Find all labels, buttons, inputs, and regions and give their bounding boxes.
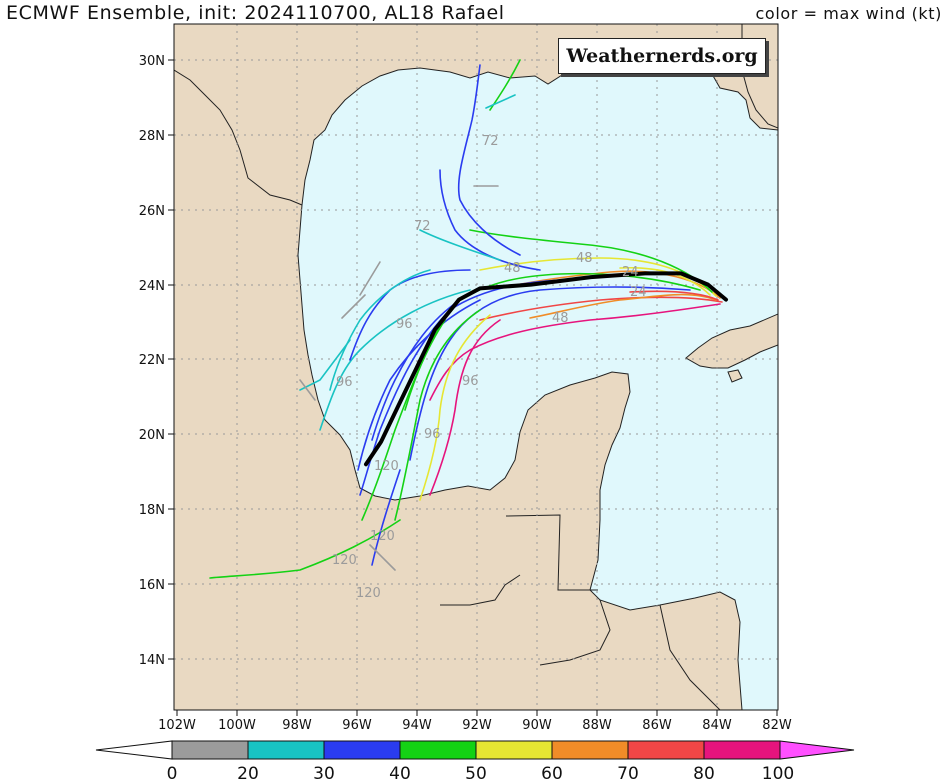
colorbar-label: 30: [313, 764, 335, 783]
time-label: 120: [356, 586, 381, 601]
lat-label: 14N: [139, 653, 165, 668]
lon-label: 88W: [582, 718, 612, 733]
ensemble-track: [371, 299, 461, 441]
lat-label: 18N: [139, 503, 165, 518]
country-borders: [174, 69, 721, 710]
time-label: 48: [552, 311, 569, 326]
lat-label: 28N: [139, 129, 165, 144]
colorbar-swatch: [475, 740, 553, 760]
time-label: 72: [414, 219, 431, 234]
lat-label: 24N: [139, 279, 165, 294]
time-label: 24: [630, 285, 647, 300]
colorbar-swatch: [627, 740, 705, 760]
lon-label: 96W: [342, 718, 372, 733]
ensemble-tracks: [209, 59, 723, 579]
lon-ticks: [176, 710, 778, 716]
colorbar-swatch: [551, 740, 629, 760]
time-label: 120: [370, 529, 395, 544]
colorbar-swatch: [247, 740, 325, 760]
lat-label: 22N: [139, 353, 165, 368]
colorbar-label: 80: [693, 764, 715, 783]
lon-label: 84W: [702, 718, 732, 733]
time-label: 120: [374, 459, 399, 474]
ensemble-track: [299, 379, 316, 401]
ensemble-track: [299, 339, 351, 391]
time-label: 48: [576, 251, 593, 266]
ensemble-mean-track: [364, 271, 728, 467]
colorbar-label: 70: [617, 764, 639, 783]
ensemble-track: [429, 319, 501, 496]
ensemble-track: [419, 229, 501, 261]
lat-label: 16N: [139, 578, 165, 593]
ensemble-track: [359, 261, 381, 296]
lon-label: 92W: [462, 718, 492, 733]
ensemble-track: [369, 544, 396, 571]
time-label: 96: [396, 317, 413, 332]
lon-label: 90W: [522, 718, 552, 733]
ensemble-track: [394, 309, 481, 521]
time-label: 120: [332, 553, 357, 568]
ensemble-track: [485, 94, 516, 109]
time-label: 96: [424, 427, 441, 442]
colorbar-swatch: [399, 740, 477, 760]
lon-label: 82W: [762, 718, 792, 733]
lon-label: 100W: [218, 718, 256, 733]
colorbar: [95, 740, 855, 760]
ensemble-track: [409, 286, 691, 461]
ensemble-track: [479, 296, 723, 321]
watermark: Weathernerds.org: [558, 38, 766, 74]
ensemble-track: [371, 469, 401, 566]
ensemble-track: [209, 519, 401, 579]
time-label: 48: [504, 261, 521, 276]
ensemble-track: [319, 289, 471, 431]
colorbar-label: 60: [541, 764, 563, 783]
colorbar-label: 100: [762, 764, 794, 783]
colorbar-under-arrow: [95, 740, 173, 760]
ensemble-track: [439, 169, 541, 271]
lon-label: 94W: [402, 718, 432, 733]
colorbar-label: 0: [167, 764, 178, 783]
ensemble-track: [361, 319, 446, 521]
colorbar-label: 40: [389, 764, 411, 783]
chart-title: ECMWF Ensemble, init: 2024110700, AL18 R…: [6, 2, 505, 24]
colorbar-label: 50: [465, 764, 487, 783]
colorbar-swatch: [171, 740, 249, 760]
time-label: 24: [622, 265, 639, 280]
lon-label: 102W: [158, 718, 196, 733]
colorbar-swatch: [703, 740, 781, 760]
ensemble-track: [629, 290, 719, 301]
graticule: [174, 24, 778, 710]
lat-label: 26N: [139, 204, 165, 219]
lat-label: 30N: [139, 54, 165, 69]
color-legend-note: color = max wind (kt): [755, 4, 942, 23]
ensemble-track: [329, 269, 431, 391]
lat-ticks: [168, 59, 174, 660]
ensemble-track: [419, 314, 491, 501]
colorbar-over-arrow: [779, 740, 855, 760]
colorbar-swatch: [323, 740, 401, 760]
colorbar-label: 20: [237, 764, 259, 783]
ensemble-track: [341, 294, 366, 319]
time-label: 72: [482, 134, 499, 149]
ensemble-track: [457, 64, 521, 256]
ensemble-track: [469, 229, 713, 293]
lon-label: 86W: [642, 718, 672, 733]
cuba-land: [685, 313, 778, 369]
time-label: 96: [336, 375, 353, 390]
map-frame: [173, 23, 779, 711]
lat-label: 20N: [139, 428, 165, 443]
time-label: 96: [462, 374, 479, 389]
ensemble-track: [489, 59, 521, 111]
ensemble-track: [529, 293, 717, 319]
ensemble-track: [357, 299, 481, 471]
isle-of-youth: [727, 369, 743, 383]
lon-label: 98W: [282, 718, 312, 733]
